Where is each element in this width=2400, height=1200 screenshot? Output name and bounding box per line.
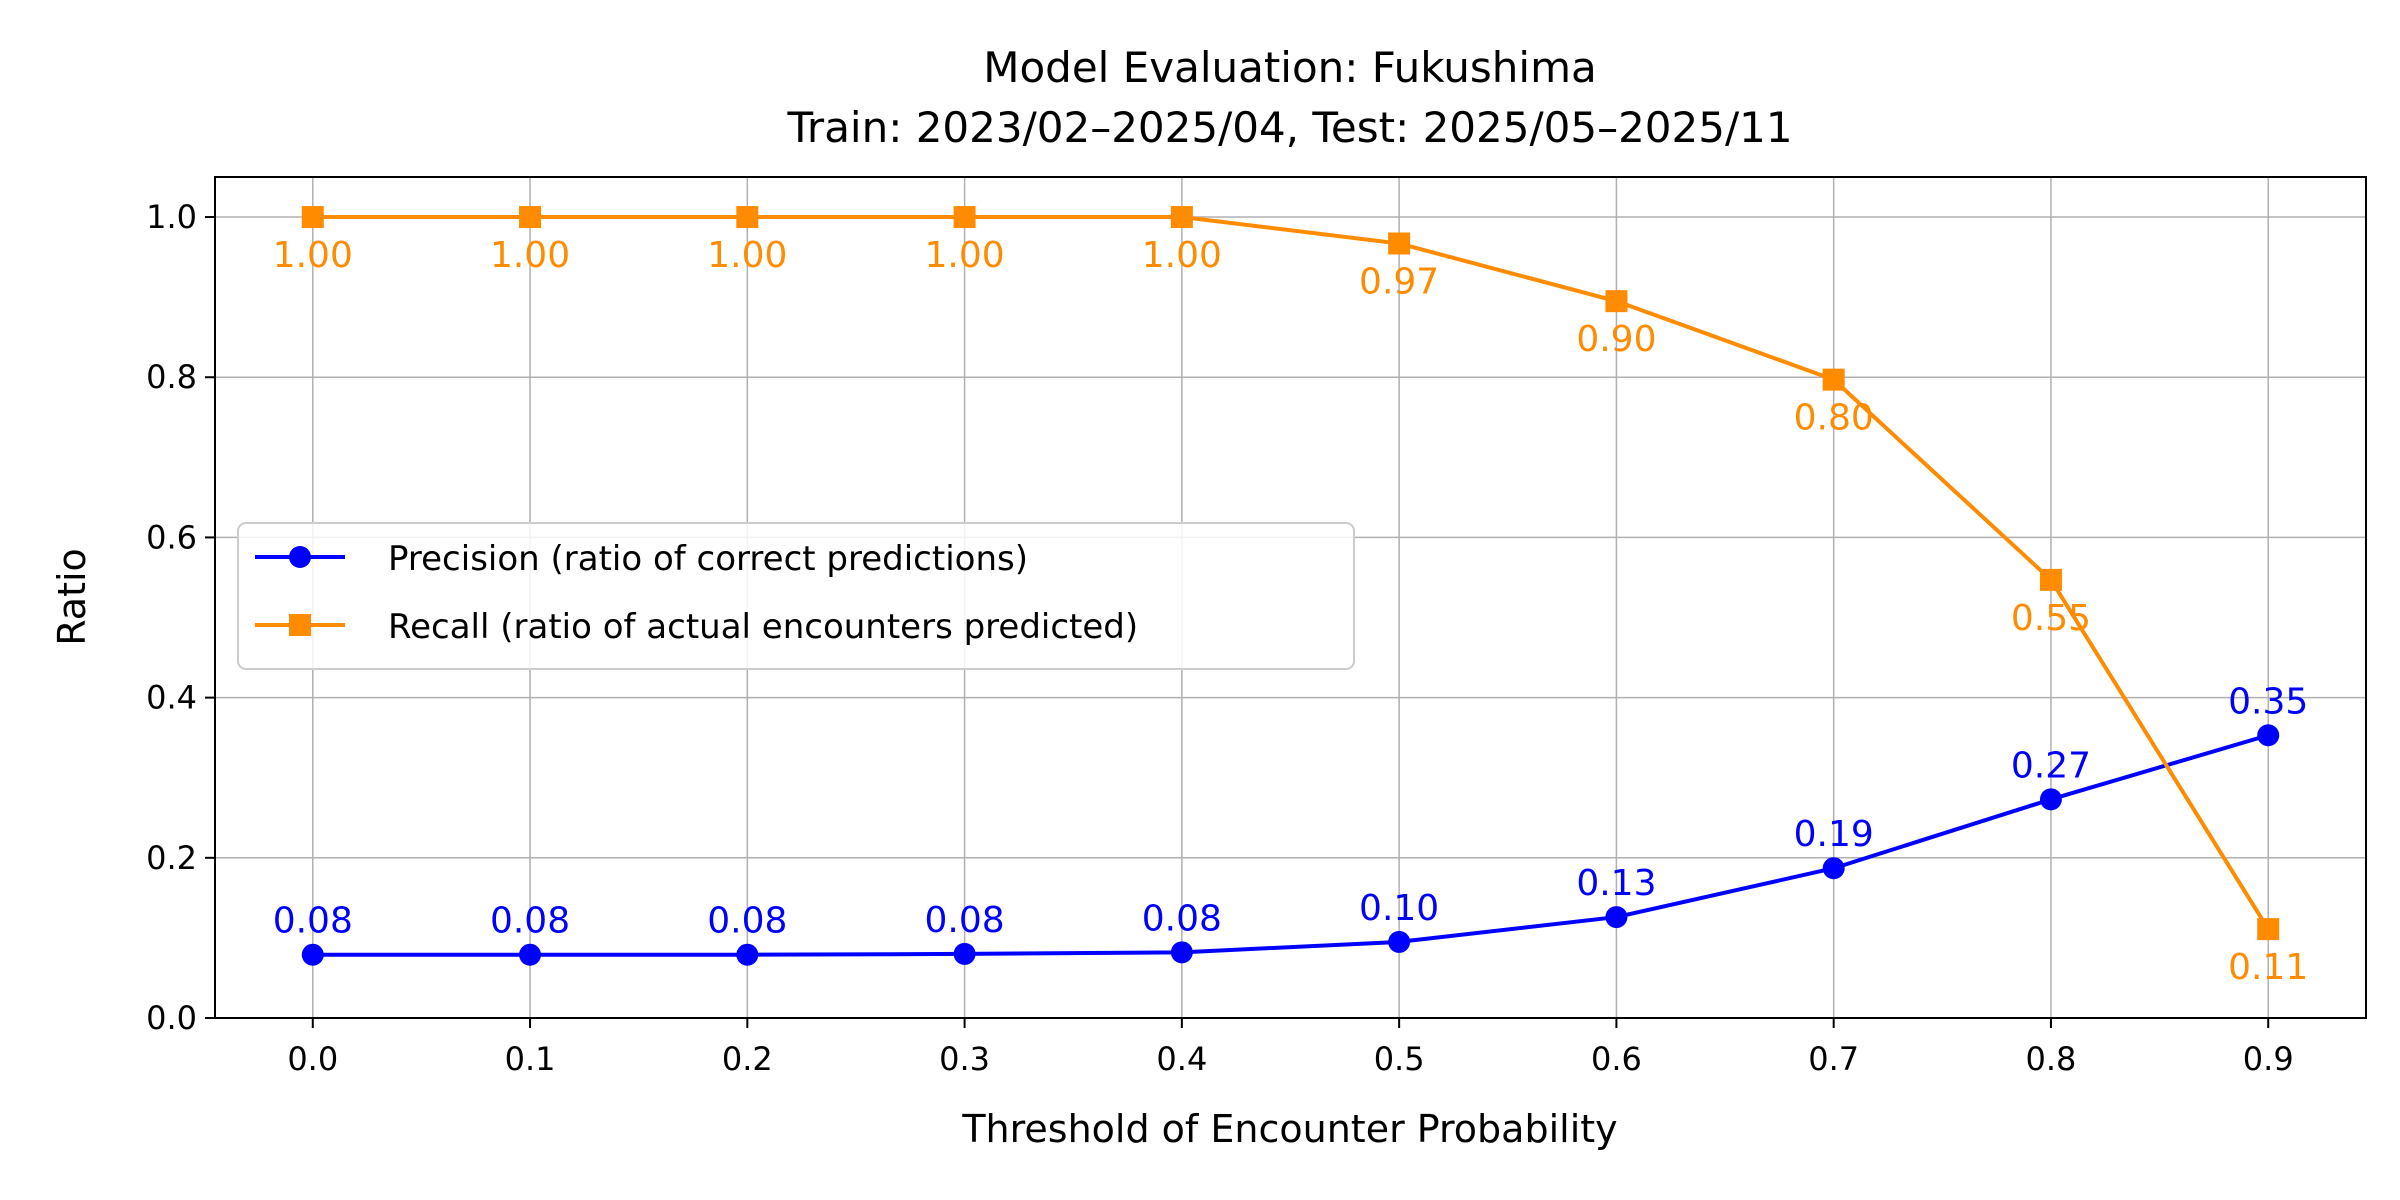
precision-point [2257, 724, 2280, 747]
recall-data-label: 0.90 [1576, 319, 1656, 360]
precision-point [519, 943, 542, 966]
y-tick-label: 0.4 [146, 679, 197, 717]
recall-data-label: 1.00 [273, 235, 353, 276]
chart-title: Model Evaluation: Fukushima [983, 43, 1597, 92]
precision-point [953, 942, 976, 965]
recall-point [2257, 918, 2280, 941]
y-axis-label: Ratio [50, 548, 94, 646]
recall-data-label: 1.00 [925, 235, 1005, 276]
legend: Precision (ratio of correct predictions)… [237, 522, 1355, 670]
recall-point [736, 206, 759, 229]
precision-point [301, 943, 324, 966]
y-tick-label: 0.2 [146, 839, 197, 877]
recall-point [301, 206, 324, 229]
recall-data-label: 0.11 [2228, 947, 2308, 988]
x-tick-label: 0.7 [1808, 1040, 1859, 1078]
y-tick-label: 0.6 [146, 518, 197, 556]
legend-precision-label: Precision (ratio of correct predictions) [388, 539, 1028, 579]
legend-recall-label: Recall (ratio of actual encounters predi… [388, 607, 1138, 647]
x-tick-label: 0.1 [505, 1040, 556, 1078]
precision-data-label: 0.27 [2011, 745, 2091, 786]
legend-precision-marker [289, 546, 311, 568]
x-tick-label: 0.4 [1156, 1040, 1207, 1078]
x-tick-label: 0.5 [1374, 1040, 1425, 1078]
precision-data-label: 0.13 [1576, 863, 1656, 904]
recall-data-label: 0.55 [2011, 598, 2091, 639]
plot-frame [214, 176, 2367, 1019]
recall-point [2039, 568, 2062, 591]
recall-data-label: 0.80 [1794, 398, 1874, 439]
recall-point [1822, 368, 1845, 391]
series-layer: 0.08 0.08 0.08 0.08 0.08 0.10 0.13 0.19 0.27 0.35… [273, 206, 2308, 988]
recall-data-label: 0.97 [1359, 261, 1439, 302]
precision-data-label: 0.08 [490, 901, 570, 942]
recall-data-label: 1.00 [490, 235, 570, 276]
precision-data-label: 0.08 [1142, 898, 1222, 939]
x-tick-label: 0.9 [2243, 1040, 2294, 1078]
x-axis-label: Threshold of Encounter Probability [961, 1107, 1617, 1151]
precision-point [1822, 857, 1845, 880]
precision-line [312, 733, 2269, 957]
x-tick-label: 0.2 [722, 1040, 773, 1078]
recall-point [519, 206, 542, 229]
x-tick-label: 0.0 [287, 1040, 338, 1078]
recall-point [1388, 232, 1411, 255]
precision-data-label: 0.08 [707, 901, 787, 942]
precision-point [2039, 788, 2062, 811]
x-tick-label: 0.6 [1591, 1040, 1642, 1078]
recall-data-label: 1.00 [1142, 235, 1222, 276]
ticks: 0.0 0.1 0.2 0.3 0.4 0.5 0.6 0.7 0.8 0.9 0.0 0.2 0.4 0… [146, 198, 2294, 1078]
precision-data-label: 0.10 [1359, 888, 1439, 929]
x-tick-label: 0.8 [2026, 1040, 2077, 1078]
y-tick-label: 0.0 [146, 999, 197, 1037]
precision-data-label: 0.08 [925, 900, 1005, 941]
precision-data-label: 0.08 [273, 901, 353, 942]
x-tick-label: 0.3 [939, 1040, 990, 1078]
recall-data-label: 1.00 [707, 235, 787, 276]
chart-subtitle: Train: 2023/02–2025/04, Test: 2025/05–20… [786, 103, 1792, 152]
y-tick-label: 1.0 [146, 198, 197, 236]
precision-data-label: 0.35 [2228, 681, 2308, 722]
legend-box [237, 522, 1355, 670]
precision-point [736, 943, 759, 966]
recall-point [1170, 206, 1193, 229]
recall-point [1605, 290, 1628, 313]
precision-point [1388, 930, 1411, 953]
precision-data-label: 0.19 [1794, 814, 1874, 855]
legend-recall-marker [289, 614, 311, 636]
recall-line [312, 215, 2270, 931]
recall-point [953, 206, 976, 229]
precision-point [1605, 906, 1628, 929]
precision-point [1170, 941, 1193, 964]
y-tick-label: 0.8 [146, 358, 197, 396]
